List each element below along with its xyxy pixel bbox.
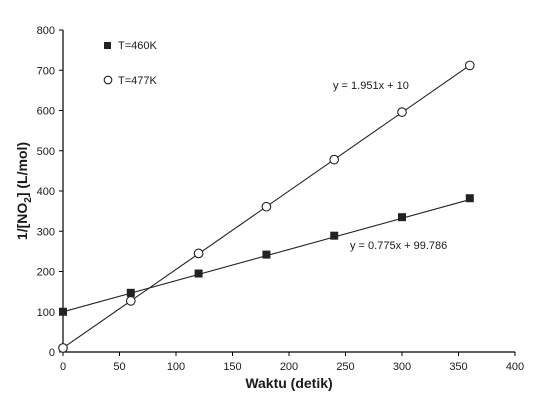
x-tick-label: 50 <box>113 361 125 373</box>
data-point-460k <box>465 194 474 203</box>
legend: T=460K T=477K <box>103 40 157 87</box>
equation-label-477k: y = 1.951x + 10 <box>333 80 409 92</box>
data-point-460k <box>126 288 135 297</box>
legend-item-460k: T=460K <box>104 40 157 52</box>
data-point-460k <box>194 269 203 278</box>
y-tick-label: 800 <box>37 25 55 37</box>
plot-area: 0 50 100 150 200 250 300 350 400 0 100 200 300 400 50… <box>37 25 525 373</box>
legend-label-477k: T=477K <box>118 75 157 87</box>
y-tick-label: 100 <box>37 307 55 319</box>
data-point-477k <box>58 343 68 353</box>
y-tick-label: 0 <box>49 347 55 359</box>
data-point-460k <box>398 213 406 222</box>
y-tick-label: 400 <box>37 186 55 198</box>
x-tick-label: 100 <box>167 361 185 373</box>
x-tick-label: 150 <box>223 361 241 373</box>
data-point-477k <box>397 107 407 117</box>
data-point-460k <box>59 307 67 316</box>
x-ticks: 0 50 100 150 200 250 300 350 400 <box>60 352 524 373</box>
data-point-477k <box>261 201 272 212</box>
x-tick-label: 250 <box>336 361 354 373</box>
y-tick-label: 200 <box>37 267 55 279</box>
x-tick-label: 0 <box>60 361 66 373</box>
x-tick-label: 300 <box>393 361 411 373</box>
y-ticks: 0 100 200 300 400 500 600 700 800 <box>37 25 63 359</box>
markers <box>58 60 475 353</box>
legend-item-477k: T=477K <box>103 75 157 87</box>
legend-open-circle-icon <box>103 75 113 85</box>
data-point-477k <box>125 296 136 306</box>
legend-label-460k: T=460K <box>118 40 157 52</box>
x-tick-label: 200 <box>280 361 298 373</box>
data-point-477k <box>329 154 340 165</box>
y-tick-label: 500 <box>37 146 55 158</box>
equation-label-460k: y = 0.775x + 99.786 <box>350 240 447 252</box>
data-point-477k <box>193 248 204 259</box>
y-tick-label: 700 <box>37 65 55 77</box>
x-tick-label: 350 <box>449 361 467 373</box>
data-point-460k <box>330 231 339 240</box>
x-tick-label: 400 <box>506 361 524 373</box>
x-axis-title: Waktu (detik) <box>245 375 332 391</box>
data-point-477k <box>464 60 475 71</box>
y-tick-label: 600 <box>37 106 55 118</box>
data-point-460k <box>262 250 271 259</box>
legend-filled-square-icon <box>104 42 111 49</box>
y-axis-title: 1/[NO2] (L/mol) <box>14 142 34 240</box>
y-tick-label: 300 <box>37 226 55 238</box>
